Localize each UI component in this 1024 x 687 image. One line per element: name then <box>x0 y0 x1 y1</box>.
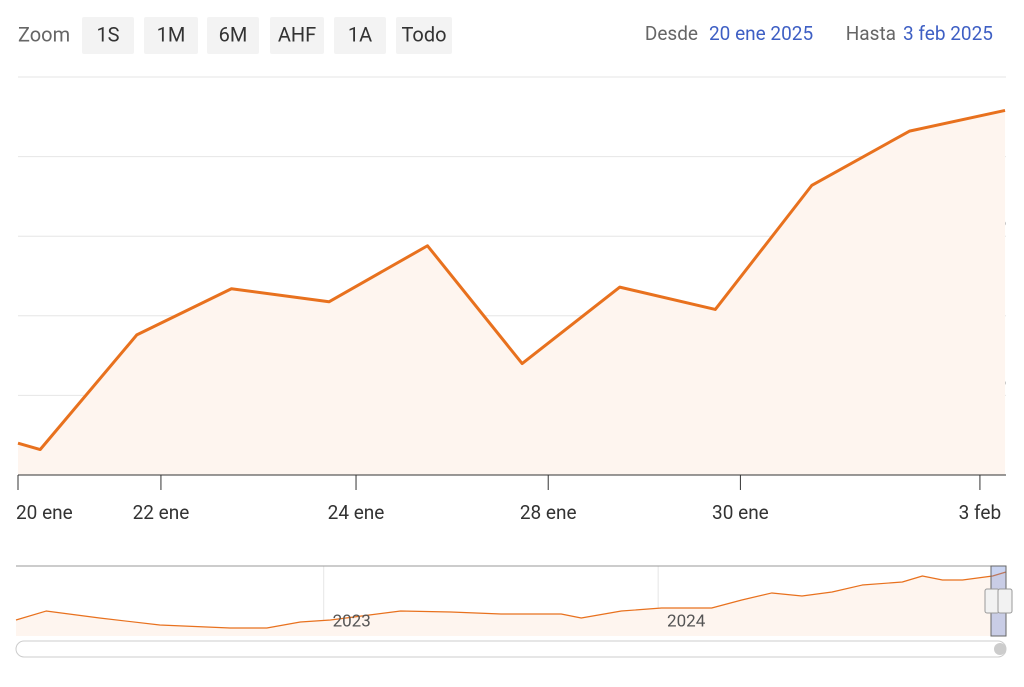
navigator: 2023 2024 <box>15 565 1013 637</box>
from-label: Desde <box>645 22 698 45</box>
x-tick-label: 20 ene <box>16 501 73 524</box>
zoom-button-label[interactable]: 6M <box>219 22 248 46</box>
x-tick-label: 30 ene <box>712 501 769 524</box>
zoom-button-label[interactable]: 1M <box>157 22 186 46</box>
zoom-button-label[interactable]: Todo <box>401 22 446 46</box>
nav-series-line <box>15 571 1007 629</box>
to-date[interactable]: 3 feb 2025 <box>903 22 993 45</box>
zoom-button-label[interactable]: 1S <box>96 22 119 46</box>
x-tick-label: 24 ene <box>328 501 385 524</box>
scrollbar-thumb[interactable] <box>994 643 1006 655</box>
zoom-buttons: 1S 1M 6M AHF 1A Todo <box>82 17 452 54</box>
zoom-button[interactable] <box>144 17 198 54</box>
x-tick-label: 22 ene <box>133 501 190 524</box>
nav-tick-label: 2023 <box>333 611 371 631</box>
series-line <box>17 108 1006 452</box>
zoom-button[interactable] <box>207 17 259 54</box>
x-tick-label: 28 ene <box>520 501 577 524</box>
to-label: Hasta <box>846 22 896 45</box>
zoom-button[interactable] <box>270 17 324 54</box>
series-fill <box>18 110 1006 475</box>
from-date[interactable]: 20 ene 2025 <box>709 22 813 45</box>
zoom-button-label[interactable]: 1A <box>348 22 372 46</box>
nav-series-fill <box>16 572 1006 636</box>
nav-tick-label: 2024 <box>667 611 706 631</box>
zoom-label: Zoom <box>18 22 70 46</box>
scrollbar-track[interactable] <box>15 640 1007 658</box>
zoom-button-label[interactable]: AHF <box>278 22 316 46</box>
nav-handle[interactable] <box>984 588 1000 614</box>
x-tick-label: 3 feb <box>959 501 1002 524</box>
nav-handle[interactable] <box>997 588 1013 614</box>
zoom-button[interactable] <box>334 17 386 54</box>
zoom-button[interactable] <box>396 17 452 54</box>
zoom-button[interactable] <box>82 17 134 54</box>
